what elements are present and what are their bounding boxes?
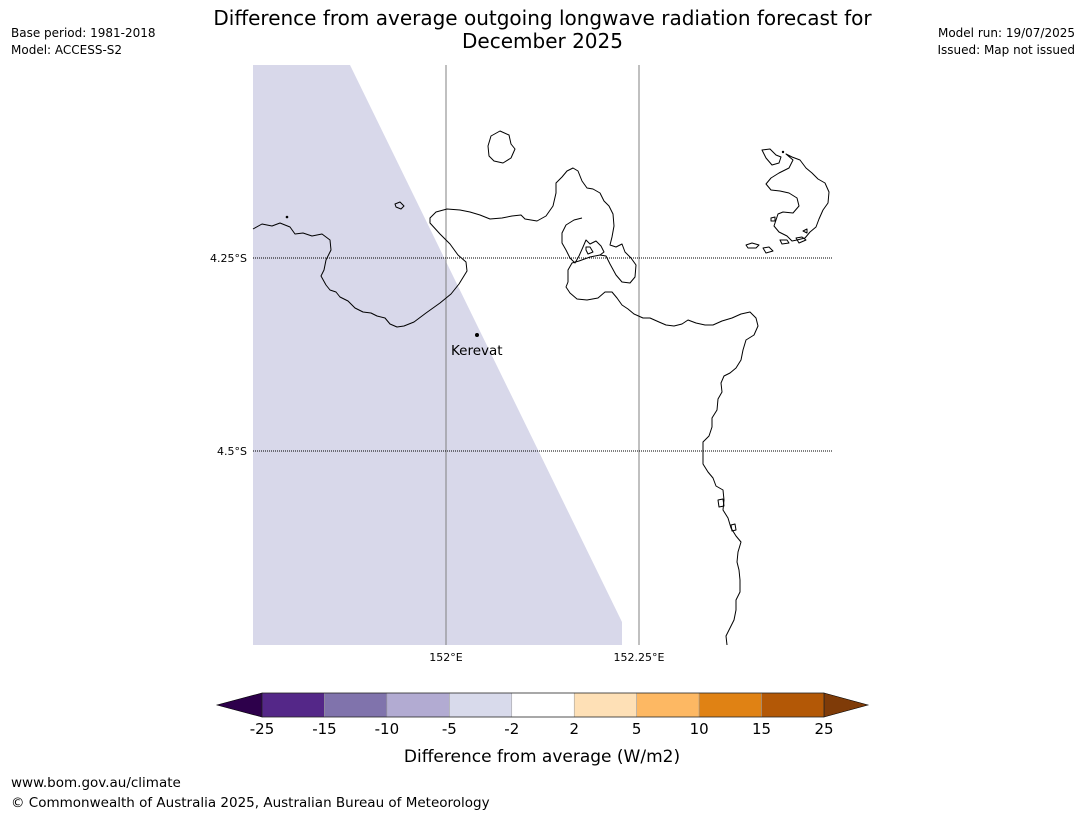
metadata-right: Model run: 19/07/2025 Issued: Map not is…	[937, 25, 1075, 59]
legend-extend-high	[823, 692, 870, 718]
island-ne-small-2	[762, 246, 774, 254]
model-label: Model: ACCESS-S2	[11, 43, 123, 57]
footer-copyright: © Commonwealth of Australia 2025, Austra…	[11, 795, 490, 811]
legend-swatch	[573, 692, 637, 718]
model-run-label: Model run: 19/07/2025	[937, 26, 1075, 40]
lon-label-152-25: 152.25°E	[614, 651, 665, 664]
coastlines	[252, 130, 830, 646]
legend-tick-label: 25	[814, 720, 833, 738]
legend-tick-label: 15	[752, 720, 771, 738]
island-ne-small-6	[802, 228, 808, 234]
dot-northeast	[781, 150, 785, 154]
legend-tick-label: -5	[442, 720, 457, 738]
legend-swatch	[636, 692, 700, 718]
legend-swatch	[386, 692, 450, 718]
legend-tick-label: -25	[250, 720, 275, 738]
legend-title: Difference from average (W/m2)	[404, 747, 680, 767]
legend-tick-label: -10	[375, 720, 400, 738]
kerevat-label: Kerevat	[451, 343, 503, 359]
island-ne-small-1	[745, 242, 760, 249]
island-ne-small-3	[779, 239, 790, 245]
legend-colorbar: -25 -15 -10 -5 -2 2 5 10 15 25	[215, 692, 870, 738]
island-inner-small	[585, 246, 594, 255]
island-ne-small-4	[795, 236, 807, 244]
title-line-2: December 2025	[462, 29, 623, 53]
island-ne-small-5	[770, 216, 776, 222]
map-title: Difference from average outgoing longwav…	[180, 7, 905, 53]
legend-extend-low	[215, 692, 263, 718]
legend-swatch	[761, 692, 825, 718]
footer-url: www.bom.gov.au/climate	[11, 775, 181, 791]
lat-label-4-25: 4.25°S	[210, 252, 247, 265]
islet-se-2	[730, 523, 737, 532]
kerevat-marker	[475, 333, 479, 337]
dot-west	[285, 215, 289, 219]
legend-frame	[261, 692, 825, 718]
island-small-west	[394, 201, 405, 210]
title-line-1: Difference from average outgoing longwav…	[213, 6, 872, 30]
island-north	[487, 130, 516, 164]
legend-swatch	[511, 692, 575, 718]
base-period-label: Base period: 1981-2018	[11, 26, 156, 40]
islet-se-1	[717, 498, 725, 508]
legend-swatch	[261, 692, 325, 718]
lat-label-4-5: 4.5°S	[217, 445, 247, 458]
legend-tick-label: 5	[632, 720, 642, 738]
coastline-west	[252, 167, 759, 646]
issued-label: Issued: Map not issued	[937, 43, 1075, 57]
island-northeast	[761, 148, 830, 242]
anomaly-shading	[253, 65, 622, 645]
legend-tick-label: -15	[312, 720, 337, 738]
legend-swatch	[698, 692, 762, 718]
legend-tick-label: 2	[569, 720, 579, 738]
legend-swatch	[449, 692, 513, 718]
legend-swatch	[324, 692, 388, 718]
legend-tick-label: 10	[690, 720, 709, 738]
legend-tick-label: -2	[504, 720, 519, 738]
lon-label-152: 152°E	[429, 651, 462, 664]
metadata-left: Base period: 1981-2018 Model: ACCESS-S2	[11, 25, 156, 59]
coastline-inner-bay	[561, 217, 605, 264]
